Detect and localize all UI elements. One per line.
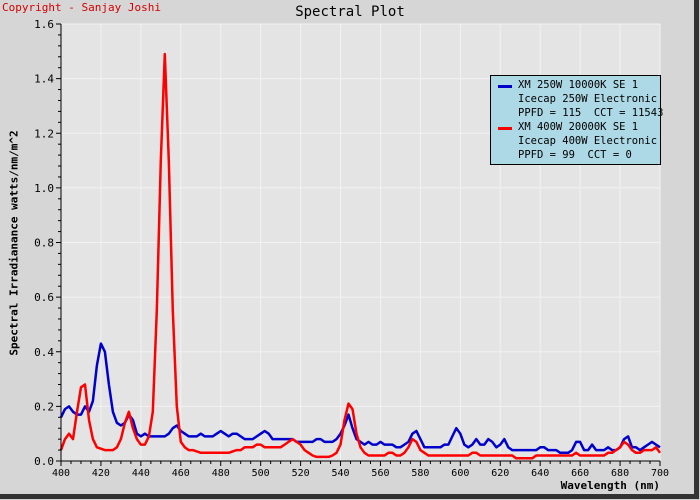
x-tick-label: 440 (132, 468, 150, 479)
x-tick-label: 540 (332, 468, 350, 479)
legend-label-series-2-line-1: XM 400W 20000K SE 1 (518, 121, 639, 133)
series-line-1 (59, 342, 661, 455)
x-axis-ticks: 400 420 440 460 480 500 520 540 560 580 600 620 640 6… (52, 461, 669, 479)
x-tick-label: 640 (531, 468, 549, 479)
x-tick-label: 560 (371, 468, 389, 479)
y-tick-label: 1.6 (34, 18, 54, 31)
y-axis-label: Spectral Irradianance watts/nm/m^2 (7, 130, 21, 356)
x-tick-label: 500 (252, 468, 270, 479)
x-tick-label: 400 (52, 468, 70, 479)
series-layer (59, 52, 662, 460)
x-tick-label: 520 (292, 468, 310, 479)
legend-label-series-2-line-2: Icecap 400W Electronic (518, 135, 658, 147)
x-tick-label: 620 (491, 468, 509, 479)
copyright-text: Copyright - Sanjay Joshi (2, 1, 161, 14)
x-tick-label: 660 (571, 468, 589, 479)
legend-swatch-series-1 (498, 85, 512, 88)
y-tick-label: 0.2 (34, 400, 54, 413)
x-tick-label: 480 (212, 468, 230, 479)
y-tick-label: 1.0 (34, 182, 54, 195)
x-axis-label: Wavelength (nm) (560, 479, 660, 492)
x-tick-label: 580 (411, 468, 429, 479)
y-axis-ticks: 0.0 0.2 0.4 0.6 0.8 1.0 1.2 1.4 1.6 (34, 18, 61, 468)
y-tick-label: 0.0 (34, 455, 54, 468)
legend-label-series-1-line-2: Icecap 250W Electronic (518, 93, 658, 105)
legend-label-series-1-line-3: PPFD = 115 CCT = 11543 (518, 107, 664, 119)
x-tick-label: 460 (172, 468, 190, 479)
legend: XM 250W 10000K SE 1 Icecap 250W Electron… (490, 75, 664, 165)
x-tick-label: 600 (451, 468, 469, 479)
y-tick-label: 1.4 (34, 73, 54, 86)
y-tick-label: 0.6 (34, 291, 54, 304)
series-line-2 (59, 52, 662, 460)
x-tick-label: 700 (651, 468, 669, 479)
x-tick-label: 680 (611, 468, 629, 479)
legend-swatch-series-2 (498, 127, 512, 130)
chart-title: Spectral Plot (295, 4, 405, 20)
y-tick-label: 0.4 (34, 346, 54, 359)
x-tick-label: 420 (92, 468, 110, 479)
y-tick-label: 0.8 (34, 237, 54, 250)
legend-label-series-1-line-1: XM 250W 10000K SE 1 (518, 79, 639, 91)
y-tick-label: 1.2 (34, 127, 54, 140)
legend-label-series-2-line-3: PPFD = 99 CCT = 0 (518, 149, 632, 161)
